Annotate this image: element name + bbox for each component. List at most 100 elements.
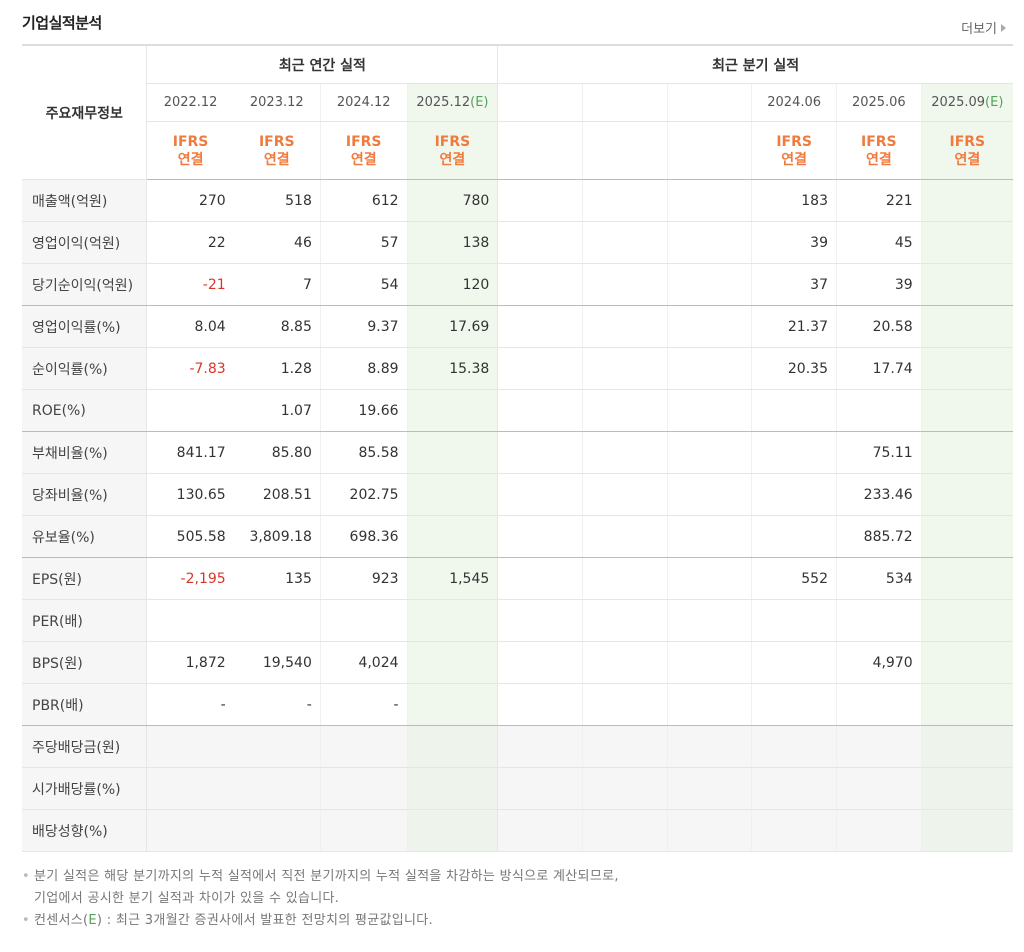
annual-cell: -7.83: [146, 347, 234, 390]
table-row: ROE(%) 1.07 19.66: [22, 389, 1013, 432]
annual-cell: [146, 767, 234, 810]
quarter-cell: [921, 641, 1013, 684]
quarter-cell: [836, 599, 922, 642]
row-label: 영업이익(억원): [22, 221, 148, 264]
annual-cell: 19.66: [320, 389, 408, 432]
quarter-cell: [497, 767, 583, 810]
quarter-cell: [751, 809, 837, 852]
annual-cell: [233, 725, 321, 768]
quarter-cell: [497, 431, 583, 474]
row-label: 영업이익률(%): [22, 305, 148, 348]
annual-cell: -: [320, 683, 408, 726]
row-label: 배당성향(%): [22, 809, 148, 852]
row-label: 당기순이익(억원): [22, 263, 148, 306]
annual-cell: [407, 725, 499, 768]
quarter-cell: 233.46: [836, 473, 922, 516]
row-label: PER(배): [22, 599, 148, 642]
quarter-cell: [836, 809, 922, 852]
period-label: 2023.12: [249, 95, 304, 110]
annual-cell: 923: [320, 557, 408, 600]
estimate-mark: (E): [985, 95, 1004, 110]
quarter-cell: [497, 473, 583, 516]
table-row: PER(배): [22, 599, 1013, 642]
quarter-cell: [497, 683, 583, 726]
quarter-cell: [921, 683, 1013, 726]
quarter-cell: 17.74: [836, 347, 922, 390]
ifrs-line2: 연결: [350, 151, 377, 168]
annual-cell: [146, 389, 234, 432]
table-row: 순이익률(%) -7.83 1.28 8.89 15.38 20.35 17.74: [22, 347, 1013, 390]
annual-cell: 505.58: [146, 515, 234, 558]
quarter-cell: [921, 263, 1013, 306]
quarter-cell: 183: [751, 179, 837, 222]
annual-cell: 15.38: [407, 347, 499, 390]
quarter-cell: [582, 473, 668, 516]
annual-cell: -: [146, 683, 234, 726]
period-header: 2025.06: [836, 83, 922, 122]
quarter-cell: [582, 767, 668, 810]
ifrs-line1: IFRS: [949, 133, 986, 150]
row-label: PBR(배): [22, 683, 148, 726]
quarter-cell: [582, 305, 668, 348]
annual-cell: 518: [233, 179, 321, 222]
quarter-cell: [751, 641, 837, 684]
quarter-cell: [667, 263, 753, 306]
ifrs-label: IFRS 연결: [408, 133, 498, 169]
quarter-cell: [582, 179, 668, 222]
annual-cell: 54: [320, 263, 408, 306]
quarter-cell: [497, 347, 583, 390]
annual-cell: [233, 767, 321, 810]
quarter-cell: 534: [836, 557, 922, 600]
annual-cell: 8.89: [320, 347, 408, 390]
corner-header: 주요재무정보: [22, 44, 148, 180]
quarter-cell: [667, 515, 753, 558]
ifrs-header: IFRS 연결: [751, 121, 837, 180]
quarter-cell: [921, 221, 1013, 264]
annual-cell: 57: [320, 221, 408, 264]
period-header: 2024.06: [751, 83, 837, 122]
table-row: 영업이익(억원) 22 46 57 138 39 45: [22, 221, 1013, 264]
annual-cell: 22: [146, 221, 234, 264]
quarter-cell: [497, 221, 583, 264]
ifrs-line1: IFRS: [345, 133, 382, 150]
more-link[interactable]: 더보기: [961, 18, 1006, 37]
quarter-cell: 37: [751, 263, 837, 306]
quarter-cell: [836, 389, 922, 432]
quarter-cell: [582, 515, 668, 558]
period-header: 2023.12: [233, 83, 321, 122]
table-row: 부채비율(%) 841.17 85.80 85.58 75.11: [22, 431, 1013, 474]
quarter-cell: 75.11: [836, 431, 922, 474]
annual-cell: [146, 809, 234, 852]
ifrs-line1: IFRS: [258, 133, 295, 150]
annual-cell: 270: [146, 179, 234, 222]
table-row: 시가배당률(%): [22, 767, 1013, 810]
quarter-cell: [582, 557, 668, 600]
annual-cell: 1,545: [407, 557, 499, 600]
quarter-cell: [751, 767, 837, 810]
estimate-mark: (E): [470, 95, 489, 110]
annual-cell: [407, 389, 499, 432]
ifrs-line1: IFRS: [776, 133, 812, 150]
annual-cell: 8.85: [233, 305, 321, 348]
quarter-cell: [497, 389, 583, 432]
row-label: 매출액(억원): [22, 179, 148, 222]
annual-cell: [320, 809, 408, 852]
quarter-cell: 4,970: [836, 641, 922, 684]
row-label: BPS(원): [22, 641, 148, 684]
section-title: 기업실적분석: [22, 14, 102, 32]
annual-cell: 1,872: [146, 641, 234, 684]
annual-cell: [407, 809, 499, 852]
annual-cell: 1.28: [233, 347, 321, 390]
period-header: 2025.09(E): [921, 83, 1013, 122]
period-label: 2025.09: [931, 95, 986, 110]
ifrs-label: IFRS 연결: [837, 133, 921, 169]
quarter-cell: 885.72: [836, 515, 922, 558]
chevron-right-icon: [1001, 23, 1006, 32]
quarter-cell: [836, 725, 922, 768]
quarter-cell: [497, 263, 583, 306]
quarter-cell: [921, 599, 1013, 642]
ifrs-line2: 연결: [263, 151, 290, 168]
quarter-cell: [751, 389, 837, 432]
annual-cell: [407, 515, 499, 558]
ifrs-line1: IFRS: [861, 133, 897, 150]
